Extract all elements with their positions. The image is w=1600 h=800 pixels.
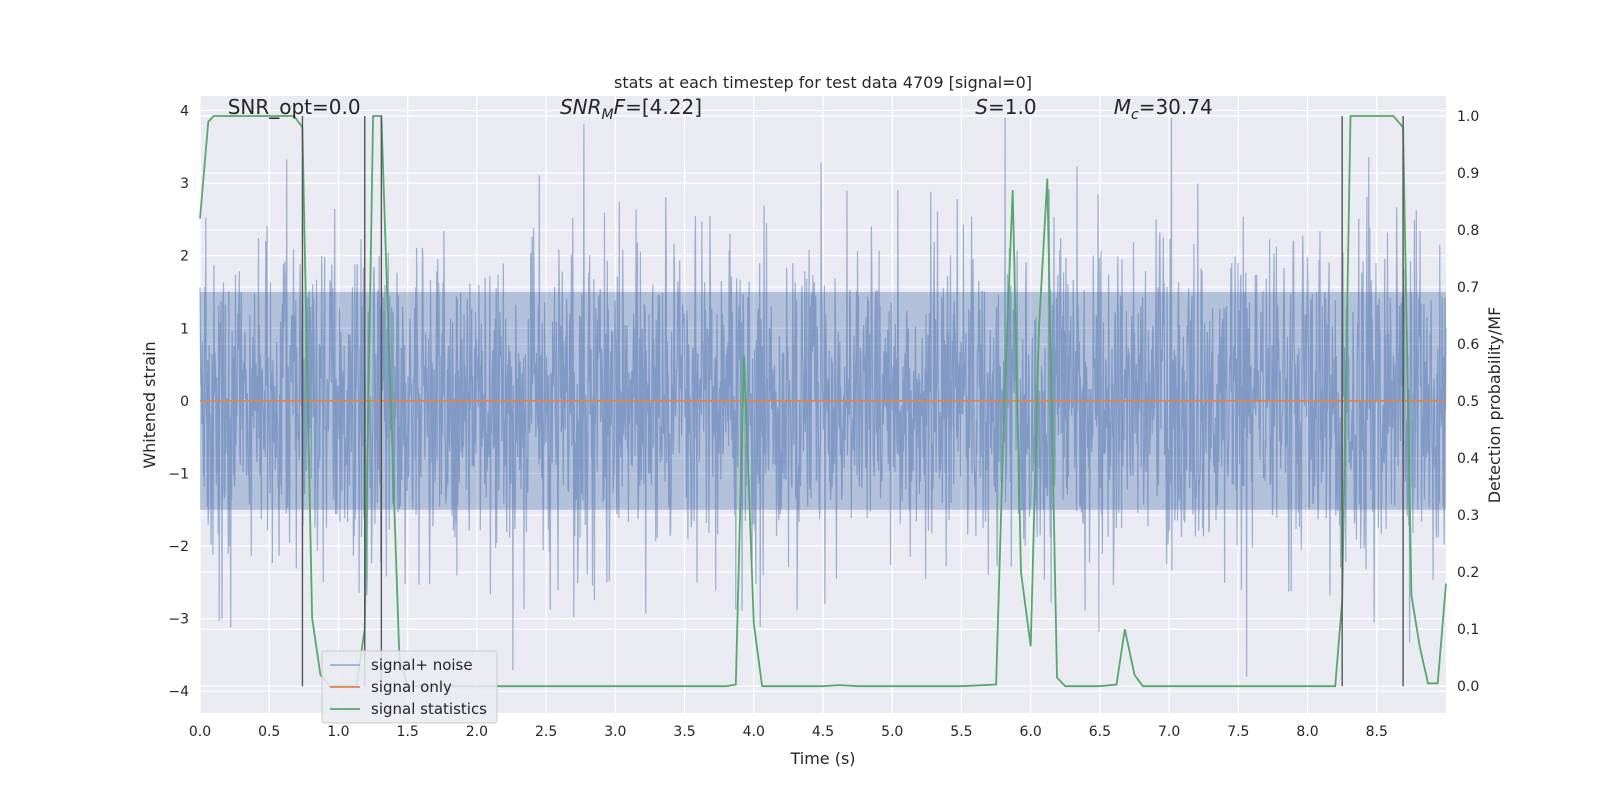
right-tick-label: 0.0 (1457, 679, 1479, 695)
right-tick-label: 1.0 (1457, 109, 1479, 125)
x-tick-label: 4.5 (812, 724, 834, 740)
legend-label-noise: signal+ noise (371, 656, 473, 674)
x-tick-label: 5.0 (881, 724, 903, 740)
left-y-axis-label: Whitened strain (140, 341, 159, 468)
chart-title: stats at each timestep for test data 470… (614, 73, 1032, 92)
x-tick-label: 5.5 (950, 724, 972, 740)
x-tick-label: 7.0 (1158, 724, 1180, 740)
right-tick-label: 0.1 (1457, 622, 1479, 638)
left-tick-label: −2 (168, 539, 189, 555)
legend-label-statistics: signal statistics (371, 700, 487, 718)
x-axis-ticks: 0.0 0.5 1.0 1.5 2.0 2.5 3.0 3.5 4.0 4.5 5.0 5.5 6.0 6… (189, 724, 1388, 740)
x-tick-label: 3.0 (604, 724, 626, 740)
right-y-axis-label: Detection probability/MF (1485, 307, 1504, 504)
right-tick-label: 0.5 (1457, 394, 1479, 410)
right-tick-label: 0.8 (1457, 223, 1479, 239)
left-axis-ticks: −4 −3 −2 −1 0 1 2 3 4 (168, 104, 189, 701)
left-tick-label: −4 (168, 684, 189, 700)
left-tick-label: 0 (180, 394, 189, 410)
left-tick-label: −1 (168, 466, 189, 482)
x-tick-label: 6.0 (1020, 724, 1042, 740)
left-tick-label: 1 (180, 321, 189, 337)
x-tick-label: 0.0 (189, 724, 211, 740)
annotation-2: S=1.0 (975, 95, 1036, 119)
x-tick-label: 1.5 (397, 724, 419, 740)
annotation-1: SNRMF=[4.22] (560, 95, 702, 123)
left-tick-label: −3 (168, 612, 189, 628)
x-tick-label: 6.5 (1089, 724, 1111, 740)
right-tick-label: 0.4 (1457, 451, 1479, 467)
right-axis-ticks: 0.0 0.1 0.2 0.3 0.4 0.5 0.6 0.7 0.8 0.9 1.0 (1457, 109, 1479, 695)
noise-trace (199, 117, 1447, 677)
left-tick-label: 3 (180, 176, 189, 192)
x-tick-label: 1.0 (327, 724, 349, 740)
x-tick-label: 8.0 (1296, 724, 1318, 740)
x-tick-label: 2.0 (466, 724, 488, 740)
right-tick-label: 0.6 (1457, 337, 1479, 353)
annotations: SNR_opt=0.0 SNRMF=[4.22] S=1.0 Mc=30.74 (228, 95, 1213, 123)
right-tick-label: 0.3 (1457, 508, 1479, 524)
legend-label-signal: signal only (371, 678, 452, 696)
x-tick-label: 3.5 (673, 724, 695, 740)
left-tick-label: 4 (180, 104, 189, 120)
annotation-0: SNR_opt=0.0 (228, 95, 361, 119)
legend: signal+ noise signal only signal statist… (321, 650, 498, 724)
x-tick-label: 8.5 (1366, 724, 1388, 740)
x-tick-label: 2.5 (535, 724, 557, 740)
right-tick-label: 0.7 (1457, 280, 1479, 296)
right-tick-label: 0.2 (1457, 565, 1479, 581)
x-tick-label: 7.5 (1227, 724, 1249, 740)
left-tick-label: 2 (180, 249, 189, 265)
x-tick-label: 4.0 (743, 724, 765, 740)
annotation-3: Mc=30.74 (1114, 95, 1213, 123)
legend-box (321, 650, 498, 724)
vertical-markers (301, 115, 1404, 687)
x-axis-label: Time (s) (789, 749, 855, 768)
right-tick-label: 0.9 (1457, 166, 1479, 182)
x-tick-label: 0.5 (258, 724, 280, 740)
